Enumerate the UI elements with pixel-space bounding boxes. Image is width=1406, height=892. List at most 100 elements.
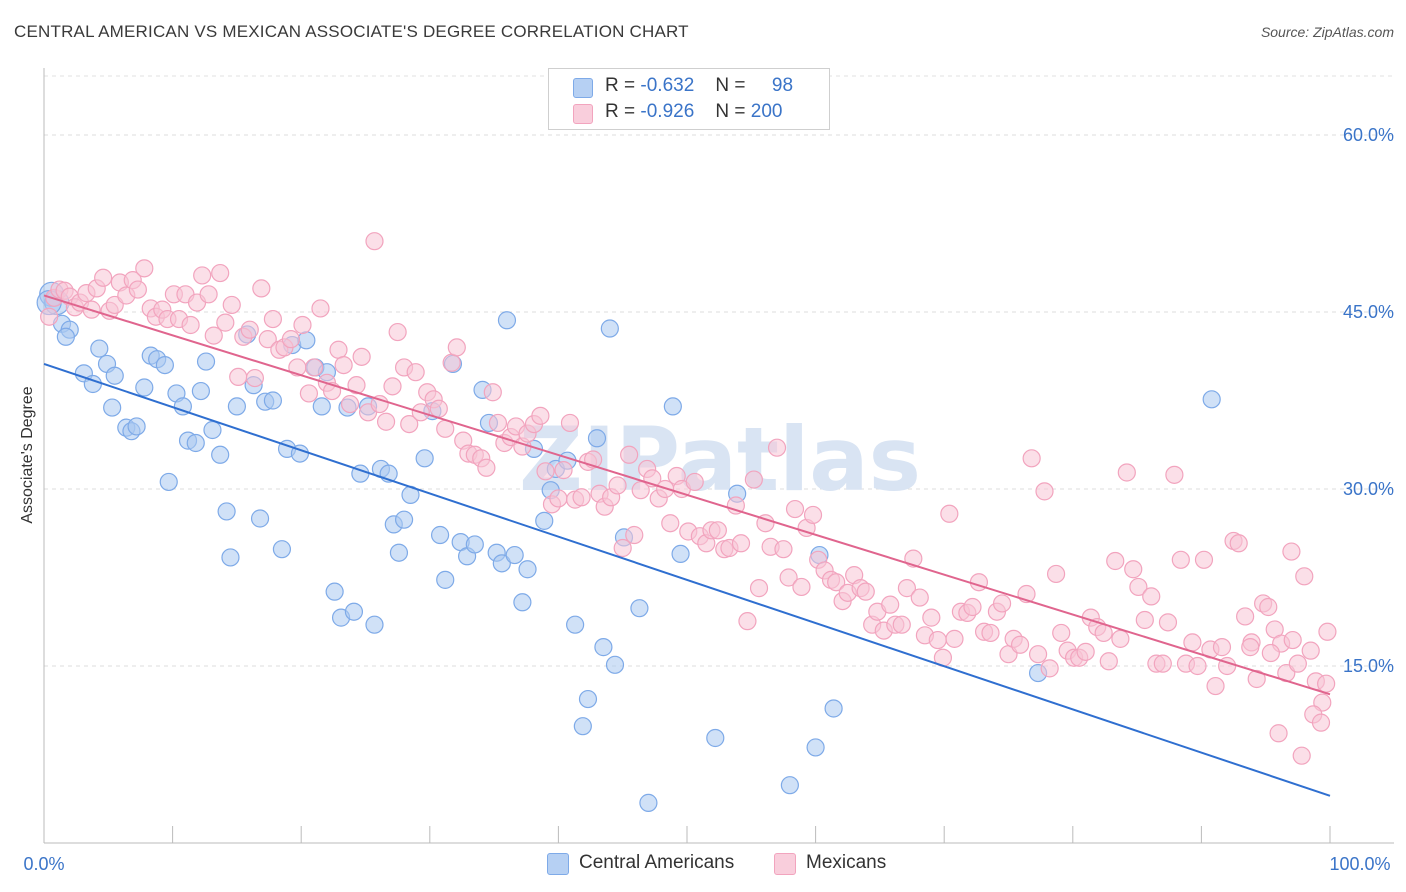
data-point bbox=[756, 514, 775, 533]
data-point bbox=[388, 322, 407, 342]
data-point bbox=[639, 793, 658, 812]
data-point bbox=[127, 417, 146, 436]
data-point bbox=[203, 420, 222, 440]
data-point bbox=[767, 438, 787, 457]
data-point bbox=[1261, 643, 1280, 663]
data-point bbox=[105, 366, 124, 385]
data-point bbox=[430, 525, 450, 545]
data-point bbox=[347, 376, 366, 395]
data-point bbox=[671, 544, 690, 564]
data-point bbox=[263, 309, 283, 329]
data-point bbox=[785, 499, 805, 519]
data-point bbox=[1247, 669, 1266, 689]
data-point bbox=[240, 320, 259, 339]
data-point bbox=[252, 279, 271, 298]
data-point bbox=[1206, 676, 1225, 696]
data-point bbox=[928, 630, 947, 650]
legend-label: Mexicans bbox=[806, 852, 887, 873]
data-point bbox=[383, 377, 402, 396]
legend-r-value: -0.926 bbox=[640, 101, 695, 122]
data-point bbox=[608, 476, 627, 495]
data-point bbox=[1283, 630, 1302, 650]
data-point bbox=[155, 356, 174, 375]
data-point bbox=[94, 268, 113, 287]
data-point bbox=[1111, 629, 1130, 648]
data-point bbox=[199, 285, 218, 304]
data-point bbox=[40, 307, 59, 326]
legend-swatch-blue bbox=[573, 78, 593, 98]
data-point bbox=[329, 340, 348, 359]
data-point bbox=[497, 311, 517, 330]
data-point bbox=[605, 655, 625, 674]
data-point bbox=[258, 330, 277, 349]
data-point bbox=[344, 602, 364, 621]
data-point bbox=[312, 397, 331, 416]
legend-n-value: 200 bbox=[750, 101, 783, 122]
data-point bbox=[1318, 622, 1337, 641]
data-point bbox=[945, 629, 964, 648]
data-point bbox=[429, 399, 448, 418]
data-point bbox=[744, 470, 763, 489]
data-point bbox=[216, 313, 235, 332]
data-point bbox=[1171, 550, 1190, 569]
data-point bbox=[566, 615, 585, 634]
data-point bbox=[779, 568, 798, 587]
data-point bbox=[1158, 613, 1178, 632]
data-point bbox=[415, 449, 434, 468]
data-point bbox=[204, 326, 223, 345]
data-point bbox=[304, 358, 324, 377]
data-point bbox=[1301, 641, 1320, 660]
data-point bbox=[910, 588, 929, 607]
data-point bbox=[245, 368, 265, 388]
chart-title: CENTRAL AMERICAN VS MEXICAN ASSOCIATE'S … bbox=[14, 22, 689, 41]
data-point bbox=[992, 594, 1012, 613]
data-point bbox=[940, 504, 959, 523]
data-point bbox=[708, 521, 727, 540]
data-point bbox=[1046, 564, 1066, 584]
data-point bbox=[1076, 642, 1095, 661]
data-point bbox=[340, 394, 360, 414]
data-point bbox=[227, 397, 246, 416]
data-point bbox=[334, 356, 353, 375]
data-point bbox=[856, 582, 875, 601]
data-point bbox=[181, 315, 200, 335]
data-point bbox=[1022, 449, 1041, 468]
data-point bbox=[299, 384, 319, 403]
data-point bbox=[297, 331, 316, 350]
data-point bbox=[897, 579, 917, 598]
data-point bbox=[1106, 551, 1125, 571]
data-point bbox=[442, 353, 461, 372]
data-point bbox=[229, 367, 248, 386]
data-point bbox=[325, 582, 344, 601]
data-point bbox=[1282, 542, 1301, 561]
data-point bbox=[272, 540, 292, 559]
data-point bbox=[389, 543, 409, 562]
data-point bbox=[573, 717, 592, 736]
series-mexicans bbox=[40, 232, 1337, 765]
data-point bbox=[465, 535, 484, 554]
data-point bbox=[1229, 534, 1248, 553]
data-point bbox=[806, 738, 825, 757]
data-point bbox=[963, 597, 982, 617]
data-point bbox=[535, 511, 554, 530]
data-point bbox=[1117, 463, 1136, 482]
data-point bbox=[1165, 465, 1184, 484]
data-point bbox=[217, 502, 236, 521]
data-point bbox=[587, 429, 607, 448]
data-point bbox=[738, 612, 757, 631]
data-point bbox=[505, 545, 524, 565]
data-point bbox=[370, 394, 389, 414]
data-point bbox=[631, 481, 650, 500]
data-point bbox=[173, 397, 192, 416]
legend-n-value: 98 bbox=[771, 75, 794, 96]
data-point bbox=[1129, 577, 1148, 597]
data-point bbox=[1052, 623, 1071, 643]
data-point bbox=[578, 689, 598, 709]
legend-r-label: R = bbox=[605, 101, 636, 122]
data-point bbox=[477, 458, 496, 477]
data-point bbox=[792, 577, 811, 597]
data-point bbox=[1317, 674, 1336, 693]
data-point bbox=[922, 608, 941, 627]
data-point bbox=[196, 352, 216, 371]
